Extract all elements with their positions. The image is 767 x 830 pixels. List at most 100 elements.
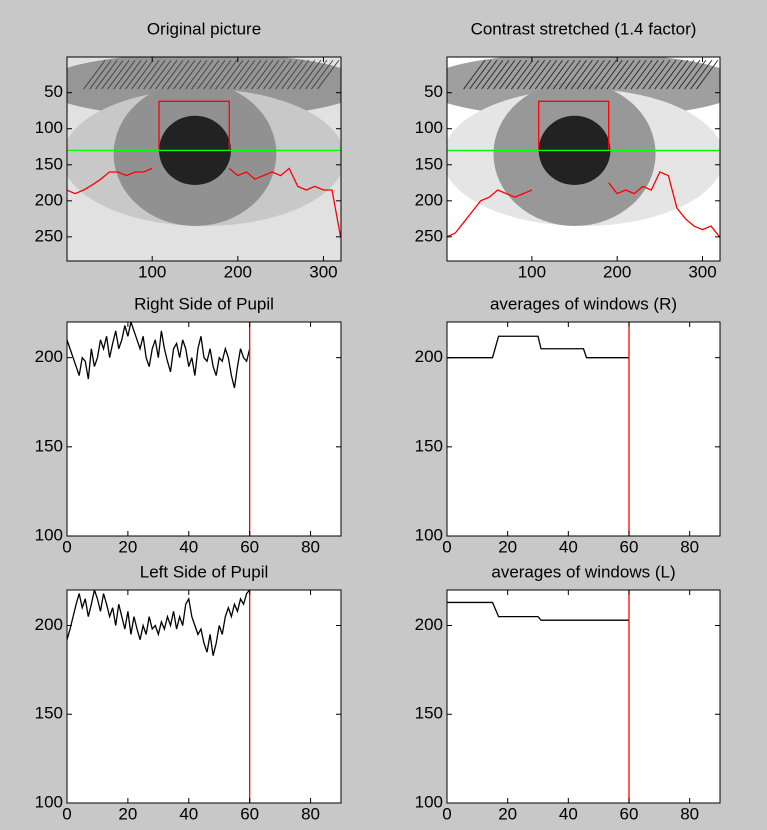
eyelash bbox=[588, 59, 611, 90]
plot-area bbox=[447, 590, 720, 803]
eyelash bbox=[89, 59, 112, 90]
eyelash bbox=[107, 59, 130, 90]
x-tick-label: 20 bbox=[118, 537, 137, 556]
series-line bbox=[447, 601, 629, 621]
series-line bbox=[67, 167, 153, 195]
eyelash bbox=[287, 59, 310, 90]
y-tick-label: 150 bbox=[35, 436, 63, 455]
eyelash bbox=[191, 59, 214, 90]
eyelash bbox=[281, 59, 304, 90]
eyelash bbox=[576, 59, 599, 90]
eyelash bbox=[197, 59, 220, 90]
eyelash bbox=[582, 59, 605, 90]
eyelash bbox=[558, 59, 581, 90]
y-tick-label: 200 bbox=[415, 615, 443, 634]
eyelash bbox=[131, 59, 154, 90]
eyelash bbox=[499, 59, 522, 90]
axes-frame bbox=[66, 321, 342, 537]
series-line bbox=[67, 322, 251, 389]
eyelash bbox=[167, 59, 190, 90]
y-tick-label: 100 bbox=[415, 525, 443, 544]
eyelash bbox=[317, 59, 340, 90]
y-tick-label: 200 bbox=[415, 347, 443, 366]
x-tick-label: 60 bbox=[620, 537, 639, 556]
subplot-title: Left Side of Pupil bbox=[140, 562, 269, 581]
plot-area bbox=[67, 57, 341, 261]
x-tick-label: 100 bbox=[518, 262, 546, 281]
eyelash bbox=[642, 59, 665, 90]
eyelash bbox=[185, 59, 208, 90]
eyelash bbox=[209, 59, 232, 90]
x-tick-label: 60 bbox=[240, 537, 259, 556]
y-tick-label: 150 bbox=[415, 154, 443, 173]
y-tick-label: 150 bbox=[35, 154, 63, 173]
y-tick-label: 250 bbox=[415, 226, 443, 245]
axes-frame bbox=[66, 56, 342, 262]
eyelash bbox=[696, 59, 719, 90]
subplot-title: Contrast stretched (1.4 factor) bbox=[471, 19, 697, 38]
x-tick-label: 200 bbox=[224, 262, 252, 281]
eyelash bbox=[293, 59, 316, 90]
x-tick-label: 200 bbox=[603, 262, 631, 281]
y-tick-label: 200 bbox=[35, 190, 63, 209]
eyelash bbox=[179, 59, 202, 90]
y-tick-label: 50 bbox=[44, 82, 63, 101]
x-tick-label: 80 bbox=[680, 804, 699, 823]
x-tick-label: 0 bbox=[442, 804, 451, 823]
y-tick-label: 100 bbox=[35, 118, 63, 137]
eyelash bbox=[475, 59, 498, 90]
eyelash bbox=[245, 59, 268, 90]
eyelash bbox=[672, 59, 695, 90]
eyelash bbox=[612, 59, 635, 90]
eyelash bbox=[119, 59, 142, 90]
eyelash bbox=[149, 59, 172, 90]
eyelash bbox=[269, 59, 292, 90]
eyelash bbox=[606, 59, 629, 90]
y-tick-label: 50 bbox=[424, 82, 443, 101]
eyelash bbox=[481, 59, 504, 90]
subplot-title: averages of windows (R) bbox=[490, 294, 677, 313]
subplot: Original picture 100 200 300 50 100 150 200 250 bbox=[35, 19, 342, 281]
eyelash bbox=[618, 59, 641, 90]
eyelash bbox=[95, 59, 118, 90]
x-tick-label: 300 bbox=[688, 262, 716, 281]
y-tick-label: 250 bbox=[35, 226, 63, 245]
eyelash bbox=[137, 59, 160, 90]
subplot: Right Side of Pupil 0 20 40 60 80 100 150 200 bbox=[35, 294, 342, 556]
eyelash bbox=[564, 59, 587, 90]
subplot-title: Original picture bbox=[147, 19, 261, 38]
eyelash bbox=[600, 59, 623, 90]
axes-background bbox=[447, 322, 720, 536]
x-tick-label: 40 bbox=[559, 537, 578, 556]
eyelash bbox=[469, 59, 492, 90]
x-tick-label: 80 bbox=[301, 537, 320, 556]
eyelash bbox=[534, 59, 558, 90]
x-tick-label: 20 bbox=[118, 804, 137, 823]
x-tick-label: 40 bbox=[559, 804, 578, 823]
eyelash bbox=[275, 59, 298, 90]
eyelash bbox=[227, 59, 250, 90]
eyelash bbox=[570, 59, 593, 90]
y-tick-label: 100 bbox=[35, 792, 63, 811]
eyelash bbox=[155, 59, 178, 90]
axes-background bbox=[447, 590, 720, 803]
y-tick-label: 150 bbox=[35, 704, 63, 723]
subplot: averages of windows (L) 0 20 40 60 80 100 150 20… bbox=[415, 562, 721, 823]
eyelash bbox=[624, 59, 647, 90]
eyelash bbox=[311, 59, 334, 90]
eyelash bbox=[493, 59, 516, 90]
axes-frame bbox=[446, 321, 721, 537]
series-line bbox=[228, 167, 341, 237]
x-tick-label: 0 bbox=[62, 537, 71, 556]
y-tick-label: 200 bbox=[415, 190, 443, 209]
axes-frame bbox=[66, 589, 342, 804]
y-tick-label: 150 bbox=[415, 704, 443, 723]
eyelash bbox=[552, 59, 575, 90]
eyelash bbox=[113, 59, 136, 90]
eyelash bbox=[516, 59, 540, 90]
axes-background bbox=[67, 590, 341, 803]
eyelash bbox=[594, 59, 617, 90]
eyelash bbox=[83, 59, 106, 90]
subplot: Left Side of Pupil 0 20 40 60 80 100 150 200 bbox=[35, 562, 342, 823]
eyelash bbox=[125, 59, 148, 90]
